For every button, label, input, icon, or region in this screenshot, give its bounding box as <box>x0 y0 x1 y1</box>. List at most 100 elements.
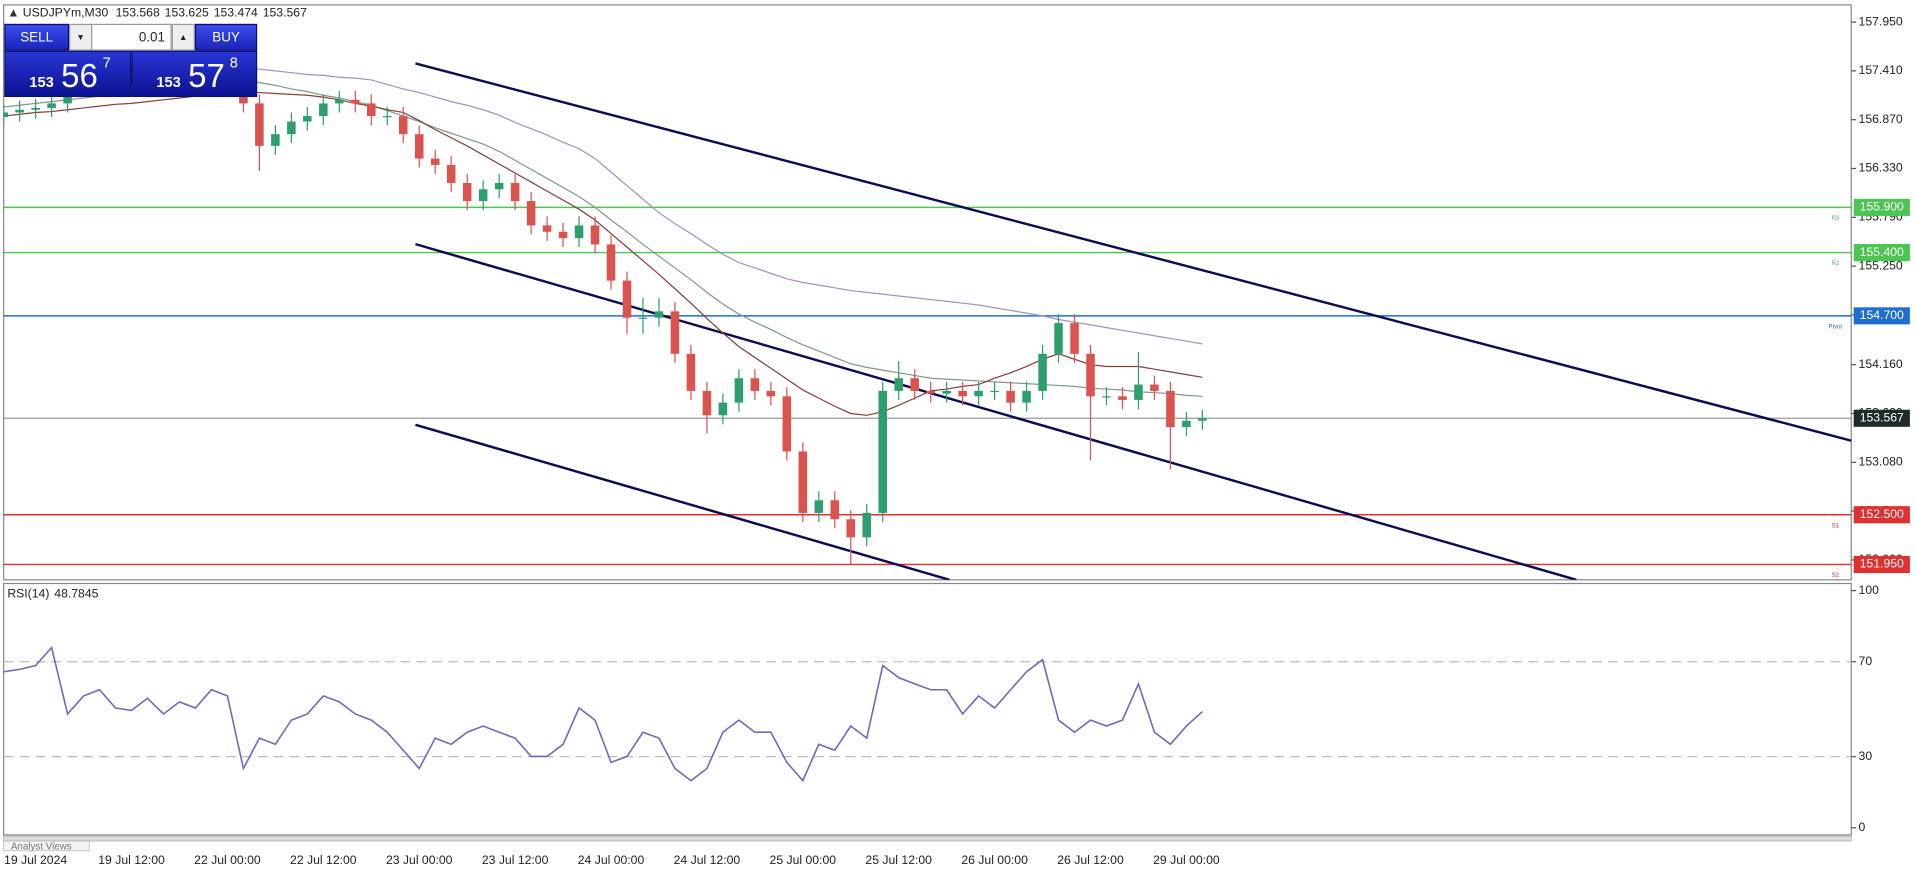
candle-body <box>798 451 808 513</box>
y-tick-label: 157.950 <box>1859 14 1903 28</box>
header-icon: ▲ <box>7 6 22 20</box>
x-tick-label: 22 Jul 12:00 <box>290 853 357 867</box>
buy-price-big: 153 <box>156 75 180 91</box>
level-label: 154.700 <box>1860 308 1904 322</box>
candle-body <box>510 182 520 202</box>
level-label-box <box>1853 555 1910 573</box>
level-tag: S2 <box>1832 572 1840 579</box>
candle-body <box>702 390 712 416</box>
candle-body <box>47 103 56 108</box>
sell-button[interactable] <box>4 23 70 51</box>
sell-price-pips: 56 <box>61 57 98 94</box>
x-tick-label: 25 Jul 00:00 <box>770 853 837 867</box>
volume-down-icon: ▼ <box>76 32 84 42</box>
candle-body <box>718 402 728 416</box>
candle-body <box>574 225 584 239</box>
level-tag: S1 <box>1832 522 1840 529</box>
candle-body <box>303 116 312 122</box>
candle-body <box>1118 396 1127 400</box>
trendline <box>415 62 1852 442</box>
buy-price-box[interactable] <box>131 50 258 98</box>
buy-button[interactable] <box>194 23 258 51</box>
candle-body <box>750 378 760 391</box>
candle-body <box>478 189 488 202</box>
level-label-box <box>1853 307 1910 325</box>
volume-up[interactable] <box>171 23 195 51</box>
candle-body <box>894 378 903 391</box>
sell-price-point: 7 <box>103 55 111 71</box>
candle-body <box>15 109 24 113</box>
candle-body <box>670 311 680 354</box>
buy-label[interactable]: BUY <box>212 29 240 44</box>
candle-body <box>1198 418 1207 421</box>
sell-price-box[interactable] <box>4 50 132 98</box>
level-tag: R3 <box>1831 215 1839 222</box>
rsi-plot <box>3 645 1852 783</box>
pane-separator <box>3 835 1852 842</box>
candle-body <box>734 378 744 403</box>
x-tick-label: 24 Jul 12:00 <box>674 853 741 867</box>
level-label-box <box>1853 198 1910 216</box>
y-tick-label: 156.330 <box>1859 161 1903 175</box>
quote: 153.474 <box>214 6 258 20</box>
level-label: 152.500 <box>1860 507 1904 521</box>
rsi-title: RSI(14) <box>7 587 49 601</box>
footer-tab-label[interactable]: Analyst Views <box>11 842 72 853</box>
levels-layer: R3 R2 Pivot S1 S2 <box>3 206 1852 579</box>
candle-body <box>974 390 983 397</box>
candle-body <box>1086 353 1095 397</box>
candle-body <box>846 519 856 538</box>
candle-body <box>766 390 776 397</box>
rsi-line <box>3 645 1203 783</box>
sell-label[interactable]: SELL <box>20 29 53 44</box>
volume-field[interactable] <box>91 23 172 51</box>
quote: 153.567 <box>263 6 307 20</box>
candle-body <box>1054 323 1063 354</box>
candle-body <box>1134 384 1143 400</box>
candle-body <box>1006 390 1015 403</box>
rsi-tick-label: 100 <box>1859 583 1880 597</box>
candle-body <box>319 103 328 117</box>
footer-tab[interactable] <box>3 840 90 852</box>
candle-body <box>654 311 664 318</box>
x-tick-label: 26 Jul 00:00 <box>961 853 1028 867</box>
x-tick-label: 19 Jul 2024 <box>4 853 67 867</box>
level-tag: Pivot <box>1829 323 1843 330</box>
level-label: 155.400 <box>1860 245 1904 259</box>
candle-body <box>926 390 935 394</box>
candle-body <box>638 317 648 319</box>
candle-body <box>335 99 344 104</box>
candle-body <box>351 99 360 104</box>
candle-body <box>814 500 824 513</box>
level-tag: R2 <box>1831 260 1839 267</box>
current-price-box <box>1853 409 1910 427</box>
candle-body <box>526 201 536 226</box>
candle-body <box>398 116 408 135</box>
y-tick-label: 155.250 <box>1859 258 1903 272</box>
candle-body <box>462 182 472 202</box>
main-pane <box>3 4 1852 581</box>
level-label-box <box>1853 244 1910 262</box>
level-label: 155.900 <box>1860 200 1904 214</box>
candle-body <box>558 231 568 239</box>
x-tick-label: 23 Jul 12:00 <box>482 853 549 867</box>
trade-panel: SELL ▼ 0.01 ▲ BUY 153 56 7 153 57 8 <box>4 23 258 98</box>
symbol-header: ▲ USDJPYm,M30 153.568 153.625 153.474 153.56… <box>7 6 307 20</box>
y-tick-label: 154.160 <box>1859 357 1903 371</box>
candle-body <box>1070 323 1079 354</box>
trendline <box>415 242 1577 580</box>
rsi-value: 48.7845 <box>54 587 98 601</box>
y-tick-label: 156.870 <box>1859 112 1903 126</box>
x-tick-label: 25 Jul 12:00 <box>865 853 932 867</box>
candle-body <box>446 164 456 183</box>
candle-body <box>255 103 264 146</box>
candle-body <box>1182 420 1191 428</box>
symbol: USDJPYm,M30 <box>23 6 109 20</box>
x-tick-label: 22 Jul 00:00 <box>194 853 261 867</box>
candle-body <box>414 134 424 159</box>
candle-body <box>430 158 440 165</box>
level-label: 151.950 <box>1860 557 1904 571</box>
level-label-box <box>1853 506 1910 524</box>
